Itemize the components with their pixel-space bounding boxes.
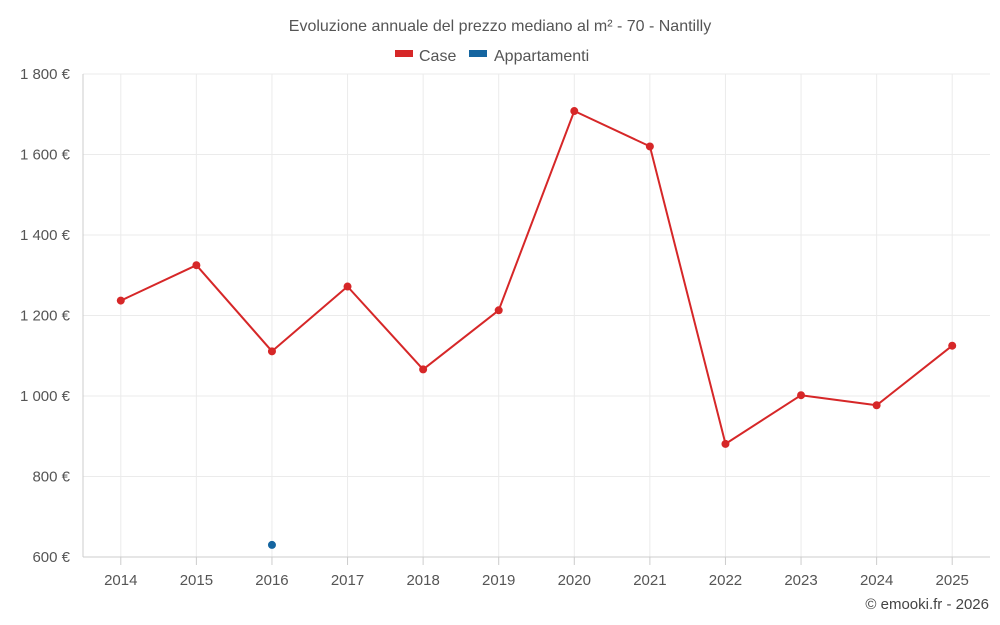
data-point-case-2025[interactable] — [948, 341, 957, 350]
legend-swatch-case — [395, 50, 413, 57]
series-layer — [116, 107, 957, 549]
x-tick-label: 2014 — [104, 572, 137, 589]
legend-label-case: Case — [419, 48, 456, 65]
y-tick-label: 1 000 € — [20, 388, 71, 405]
credit-text: © emooki.fr - 2026 — [865, 596, 989, 613]
data-point-case-2017[interactable] — [343, 282, 352, 291]
x-tick-label: 2025 — [936, 572, 969, 589]
x-axis: 2014 2015 2016 2017 2018 2019 2020 2021 2022 2023… — [83, 556, 990, 589]
data-point-appartamenti-2016[interactable] — [267, 540, 276, 549]
legend: Case Appartamenti — [395, 48, 589, 65]
x-tick-label: 2016 — [255, 572, 288, 589]
x-tick-label: 2015 — [180, 572, 213, 589]
x-tick-label: 2018 — [406, 572, 439, 589]
data-point-case-2023[interactable] — [797, 391, 806, 400]
y-tick-label: 800 € — [32, 469, 70, 486]
grid — [83, 73, 990, 557]
data-point-case-2022[interactable] — [721, 439, 730, 448]
x-tick-label: 2023 — [784, 572, 817, 589]
y-axis: 600 € 800 € 1 000 € 1 200 € 1 400 € 1 600 € 1 … — [20, 66, 84, 566]
y-tick-label: 1 400 € — [20, 227, 71, 244]
x-tick-label: 2021 — [633, 572, 666, 589]
data-point-case-2015[interactable] — [192, 261, 201, 270]
y-tick-label: 600 € — [32, 549, 70, 566]
x-tick-label: 2024 — [860, 572, 893, 589]
series-line-case — [120, 110, 953, 445]
data-point-case-2024[interactable] — [872, 401, 881, 410]
y-tick-label: 1 600 € — [20, 147, 71, 164]
x-tick-label: 2022 — [709, 572, 742, 589]
legend-item-appartamenti[interactable]: Appartamenti — [469, 48, 589, 65]
legend-item-case[interactable]: Case — [395, 48, 456, 65]
x-tick-label: 2019 — [482, 572, 515, 589]
data-point-case-2021[interactable] — [645, 142, 654, 151]
data-point-case-2014[interactable] — [116, 296, 125, 305]
legend-swatch-appartamenti — [469, 50, 487, 57]
x-tick-label: 2020 — [558, 572, 591, 589]
y-tick-label: 1 800 € — [20, 66, 71, 83]
chart-title: Evoluzione annuale del prezzo mediano al… — [289, 18, 711, 35]
y-tick-label: 1 200 € — [20, 308, 71, 325]
x-tick-label: 2017 — [331, 572, 364, 589]
data-point-case-2018[interactable] — [419, 365, 428, 374]
legend-label-appartamenti: Appartamenti — [494, 48, 589, 65]
data-point-case-2020[interactable] — [570, 107, 579, 116]
data-point-case-2019[interactable] — [494, 306, 503, 315]
data-point-case-2016[interactable] — [267, 347, 276, 356]
